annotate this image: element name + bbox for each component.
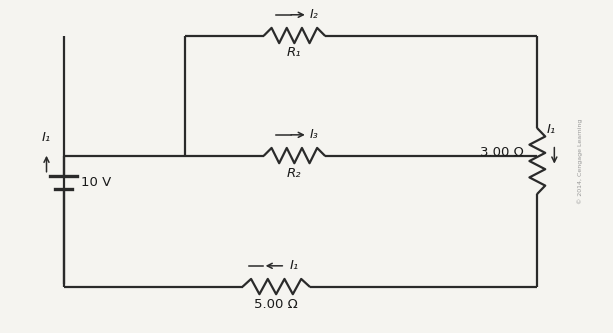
- Text: I₁: I₁: [42, 131, 51, 144]
- Text: © 2014, Cengage Learning: © 2014, Cengage Learning: [577, 118, 583, 204]
- Text: I₂: I₂: [310, 8, 319, 21]
- Text: 10 V: 10 V: [80, 176, 111, 189]
- Text: 3.00 Ω: 3.00 Ω: [480, 147, 524, 160]
- Text: I₁: I₁: [289, 259, 299, 272]
- Text: 5.00 Ω: 5.00 Ω: [254, 297, 298, 311]
- Text: I₃: I₃: [310, 128, 319, 141]
- Text: R₁: R₁: [287, 47, 302, 60]
- Text: R₂: R₂: [287, 166, 302, 179]
- Text: I₁: I₁: [547, 124, 556, 137]
